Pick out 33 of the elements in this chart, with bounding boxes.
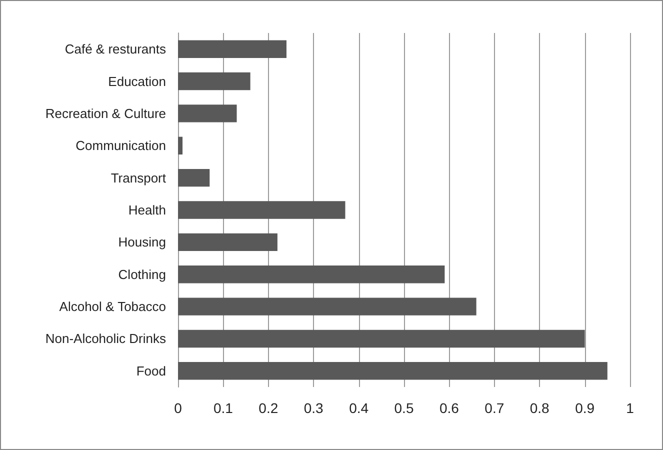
bar: [178, 168, 210, 187]
x-tick-label: 0.3: [304, 400, 324, 416]
bar: [178, 104, 237, 122]
x-tick-label: 0.1: [213, 400, 234, 416]
bar: [178, 40, 286, 58]
bar: [178, 201, 346, 219]
y-tick-label: Non-Alcoholic Drinks: [45, 331, 166, 346]
y-tick-label: Café & resturants: [64, 42, 166, 57]
y-tick-label: Health: [128, 202, 166, 218]
y-tick-label: Clothing: [118, 266, 166, 282]
x-tick-label: 0.5: [394, 400, 414, 416]
x-tick-label: 0.9: [575, 400, 595, 416]
x-tick-label: 0.2: [258, 400, 278, 416]
x-tick-label: 0.7: [484, 400, 504, 416]
y-tick-label: Education: [108, 74, 166, 89]
bar: [178, 330, 585, 348]
bar: [178, 136, 183, 154]
y-tick-label: Alcohol & Tobacco: [59, 299, 166, 314]
y-tick-label: Housing: [118, 234, 166, 250]
bar: [178, 362, 608, 380]
bar: [178, 266, 445, 284]
x-tick-label: 0.4: [349, 400, 369, 416]
bar: [178, 72, 250, 90]
y-tick-label: Food: [136, 363, 166, 378]
y-tick-label: Communication: [76, 138, 166, 154]
bar: [178, 233, 278, 252]
x-tick-label: 0.8: [530, 400, 550, 416]
y-tick-label: Recreation & Culture: [45, 106, 166, 121]
x-tick-label: 0.6: [439, 400, 460, 416]
x-tick-label: 1: [626, 400, 634, 416]
x-tick-label: 0: [174, 400, 182, 416]
bar: [178, 298, 476, 316]
y-tick-label: Transport: [110, 170, 166, 186]
